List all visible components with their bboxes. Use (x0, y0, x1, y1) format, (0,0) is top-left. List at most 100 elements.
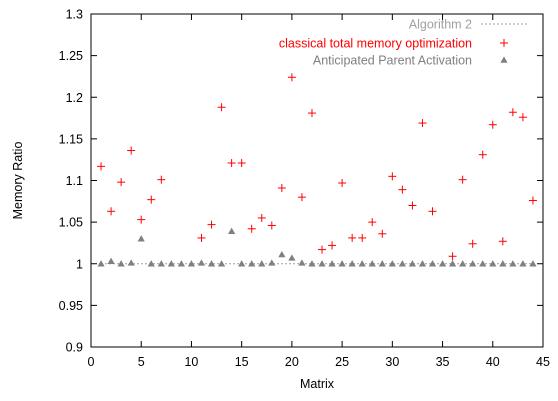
anticipated-parent-point (438, 260, 447, 267)
y-tick-label: 0.9 (66, 341, 83, 355)
anticipated-parent-point (499, 260, 507, 267)
x-tick-label: 15 (235, 355, 249, 369)
classical-point (358, 233, 367, 242)
classical-point (488, 120, 497, 129)
classical-point (117, 178, 126, 187)
anticipated-parent-point (197, 259, 206, 266)
classical-point (408, 201, 417, 210)
data-marks (97, 73, 537, 267)
classical-point (137, 215, 146, 224)
anticipated-parent-point (368, 260, 376, 267)
anticipated-parent-point (358, 260, 366, 267)
anticipated-parent-point (127, 259, 135, 266)
anticipated-parent-point (97, 260, 105, 267)
anticipated-parent-point (187, 260, 196, 267)
classical-point (277, 183, 286, 192)
anticipated-parent-point (308, 260, 316, 267)
anticipated-parent-point (207, 260, 216, 267)
classical-point (448, 252, 457, 261)
anticipated-parent-point (228, 227, 236, 234)
anticipated-parent-point (378, 260, 386, 267)
classical-point (368, 218, 377, 227)
anticipated-parent-point (137, 235, 145, 242)
anticipated-parent-point (388, 260, 396, 267)
classical-point (197, 233, 206, 242)
x-tick-label: 45 (536, 355, 550, 369)
y-tick-label: 0.95 (59, 299, 83, 313)
classical-point (378, 229, 387, 238)
classical-point (338, 178, 347, 187)
anticipated-parent-point (519, 260, 527, 267)
classical-point (418, 119, 427, 128)
classical-point (307, 109, 316, 118)
anticipated-parent-point (509, 260, 517, 267)
anticipated-parent-point (217, 260, 226, 267)
anticipated-parent-point (157, 260, 165, 267)
anticipated-parent-point (278, 250, 286, 258)
anticipated-parent-point (238, 260, 246, 267)
legend: Algorithm 2 classical total memory optimi… (279, 18, 527, 68)
y-tick-label: 1.3 (66, 8, 83, 22)
classical-point (237, 159, 246, 168)
anticipated-parent-point (529, 260, 537, 267)
classical-point (227, 159, 236, 168)
axis-ticks (90, 13, 544, 348)
x-tick-label: 25 (335, 355, 349, 369)
anticipated-parent-point (107, 257, 115, 264)
x-tick-label: 40 (486, 355, 500, 369)
anticipated-parent-point (348, 260, 356, 267)
anticipated-parent-point (338, 260, 346, 267)
classical-point (147, 195, 156, 204)
y-tick-label: 1.05 (59, 216, 83, 230)
classical-point (388, 172, 397, 181)
anticipated-parent-point (408, 260, 417, 267)
y-tick-label: 1.25 (59, 49, 83, 63)
anticipated-parent-point (298, 259, 306, 266)
anticipated-parent-point (117, 260, 125, 267)
classical-point (217, 103, 226, 112)
classical-point (428, 207, 437, 216)
classical-point (328, 241, 337, 250)
classical-point (458, 175, 467, 184)
classical-point (157, 175, 166, 184)
y-tick-label: 1.1 (66, 174, 83, 188)
anticipated-parent-point (489, 260, 497, 267)
classical-point (97, 162, 106, 171)
anticipated-parent-point (479, 260, 487, 267)
y-tick-label: 1.2 (66, 91, 83, 105)
anticipated-parent-point (398, 260, 406, 267)
classical-point (297, 193, 306, 202)
classical-point (247, 224, 256, 233)
anticipated-parent-point (258, 260, 266, 267)
classical-point (348, 233, 357, 242)
anticipated-parent-point (449, 260, 457, 267)
anticipated-parent-point (177, 260, 185, 267)
legend-plus-sample (500, 39, 508, 47)
legend-label: Anticipated Parent Activation (313, 54, 472, 68)
anticipated-parent-point (147, 260, 155, 267)
anticipated-parent-point (167, 260, 175, 267)
classical-point (528, 196, 537, 205)
x-tick-label: 20 (285, 355, 299, 369)
classical-point (318, 245, 327, 254)
classical-point (107, 207, 116, 216)
anticipated-parent-point (418, 260, 427, 267)
classical-point (127, 146, 136, 155)
anticipated-parent-point (428, 260, 437, 267)
y-tick-label: 1 (76, 257, 83, 271)
classical-point (498, 237, 507, 246)
classical-point (257, 213, 266, 222)
legend-label: classical total memory optimization (279, 37, 472, 51)
classical-point (398, 185, 407, 194)
x-tick-label: 30 (385, 355, 399, 369)
y-axis-label: Memory Ratio (11, 142, 25, 220)
legend-triangle-sample (500, 56, 508, 63)
x-axis-label: Matrix (300, 377, 335, 391)
classical-point (478, 150, 487, 159)
anticipated-parent-point (469, 260, 477, 267)
classical-point (508, 108, 517, 117)
x-tick-label: 5 (138, 355, 145, 369)
anticipated-parent-point (328, 260, 336, 267)
anticipated-parent-point (248, 260, 256, 267)
